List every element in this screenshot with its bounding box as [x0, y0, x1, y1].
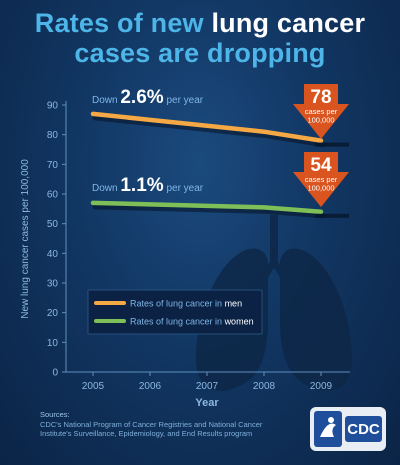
- legend-label-prefix: Rates of lung cancer in: [130, 317, 225, 327]
- y-tick-label: 80: [47, 130, 59, 141]
- trend-value: 2.6%: [120, 87, 163, 108]
- title-part2: cases are dropping: [74, 38, 326, 68]
- x-axis-label: Year: [195, 397, 219, 409]
- trend-suffix: per year: [164, 183, 204, 194]
- y-tick-label: 40: [47, 249, 59, 260]
- y-tick-label: 50: [47, 219, 59, 230]
- end-unit-label: cases per 100,000: [305, 175, 338, 193]
- y-tick-label: 30: [47, 279, 59, 290]
- legend-label-highlight: men: [225, 299, 243, 309]
- end-unit-line: cases per: [305, 107, 338, 116]
- series-line-shadow: [92, 115, 326, 148]
- sources-label: Sources:: [40, 410, 70, 419]
- end-unit-line: 100,000: [307, 184, 334, 193]
- cdc-logo: CDC: [310, 407, 386, 451]
- callout-arrow: [293, 84, 349, 139]
- legend-label-prefix: Rates of lung cancer in: [130, 299, 225, 309]
- series-line-shadow: [92, 204, 326, 219]
- trend-value: 1.1%: [120, 175, 163, 196]
- x-tick-label: 2008: [253, 381, 276, 392]
- y-tick-label: 60: [47, 190, 59, 201]
- title-part1: Rates of new: [34, 8, 212, 38]
- page-title: Rates of new lung cancer cases are dropp…: [0, 8, 400, 68]
- end-unit-label: cases per 100,000: [305, 107, 338, 125]
- end-marker-shadow: [315, 213, 349, 218]
- end-value-label: 54: [310, 155, 332, 176]
- end-unit-line: 100,000: [307, 116, 334, 125]
- sources: Sources: CDC's National Program of Cance…: [40, 410, 290, 439]
- x-tick-label: 2005: [82, 381, 105, 392]
- title-highlight: lung cancer: [211, 8, 366, 38]
- end-unit-line: cases per: [305, 175, 338, 184]
- end-marker-shadow: [315, 142, 349, 147]
- legend-box: [87, 289, 263, 335]
- right-lung-shape: [280, 248, 353, 391]
- sources-text: CDC's National Program of Cancer Registr…: [40, 419, 263, 439]
- y-tick-label: 0: [52, 368, 58, 379]
- trend-prefix: Down: [92, 95, 120, 106]
- end-value-label: 78: [310, 87, 331, 108]
- x-tick-label: 2006: [139, 381, 162, 392]
- y-tick-label: 10: [47, 338, 59, 349]
- series-line-men: [90, 111, 324, 143]
- x-tick-label: 2007: [196, 381, 219, 392]
- legend-label: Rates of lung cancer in men: [130, 299, 242, 309]
- trend-prefix: Down: [92, 183, 120, 194]
- trend-annotation: Down 1.1% per year: [92, 175, 204, 196]
- y-tick-label: 90: [47, 101, 59, 112]
- y-tick-label: 70: [47, 160, 59, 171]
- legend-label-highlight: women: [224, 317, 254, 327]
- y-axis-label: New lung cancer cases per 100,000: [20, 159, 31, 319]
- logo-text: CDC: [347, 421, 380, 438]
- trachea-shape: [258, 215, 290, 284]
- trend-annotation: Down 2.6% per year: [92, 87, 204, 108]
- legend-label: Rates of lung cancer in women: [130, 317, 254, 327]
- y-tick-label: 20: [47, 308, 59, 319]
- trend-suffix: per year: [164, 95, 204, 106]
- x-tick-label: 2009: [310, 381, 333, 392]
- callout-arrow: [293, 152, 349, 207]
